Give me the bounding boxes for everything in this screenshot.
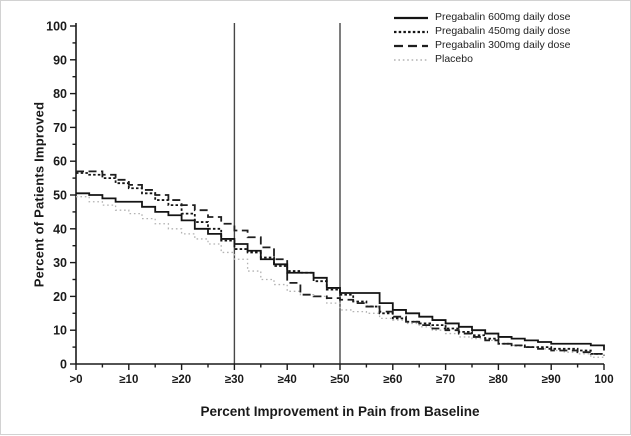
legend-line-sample — [394, 30, 428, 33]
legend-label: Pregabalin 300mg daily dose — [435, 39, 571, 51]
y-tick-label: 50 — [53, 189, 67, 203]
x-tick-label: 100 — [594, 374, 613, 386]
y-tick-label: 60 — [53, 155, 67, 169]
legend-label: Placebo — [435, 53, 473, 65]
x-tick-label: ≥10 — [119, 374, 138, 386]
y-tick-label: 30 — [53, 256, 67, 270]
x-tick-label: ≥80 — [489, 374, 508, 386]
legend: Pregabalin 600mg daily dose Pregabalin 45… — [393, 11, 570, 66]
y-tick-label: 20 — [53, 290, 67, 304]
y-axis-title: Percent of Patients Improved — [31, 101, 47, 288]
legend-item-2: Pregabalin 300mg daily dose — [393, 39, 570, 52]
legend-item-0: Pregabalin 600mg daily dose — [393, 11, 570, 24]
x-axis-title: Percent Improvement in Pain from Baselin… — [200, 404, 480, 419]
x-tick-label: ≥60 — [383, 374, 402, 386]
y-tick-label: 10 — [53, 324, 67, 338]
y-tick-label: 100 — [46, 20, 67, 34]
x-tick-label: ≥30 — [225, 374, 244, 386]
x-tick-label: >0 — [69, 374, 82, 386]
x-tick-label: ≥70 — [436, 374, 455, 386]
x-tick-label: ≥40 — [278, 374, 297, 386]
y-tick-label: 0 — [60, 358, 67, 372]
legend-item-1: Pregabalin 450mg daily dose — [393, 25, 570, 38]
y-tick-label: 70 — [53, 121, 67, 135]
legend-label: Pregabalin 450mg daily dose — [435, 25, 571, 37]
legend-label: Pregabalin 600mg daily dose — [435, 11, 571, 23]
legend-line-sample — [394, 44, 428, 47]
x-tick-label: ≥90 — [542, 374, 561, 386]
x-tick-label: ≥50 — [330, 374, 349, 386]
y-tick-label: 80 — [53, 87, 67, 101]
legend-item-3: Placebo — [393, 53, 570, 66]
x-tick-label: ≥20 — [172, 374, 191, 386]
series-line-2 — [76, 170, 605, 356]
y-tick-label: 40 — [53, 222, 67, 236]
series-line-0 — [76, 192, 605, 351]
legend-line-sample — [394, 16, 428, 19]
legend-line-sample — [394, 58, 428, 61]
series-line-1 — [76, 172, 605, 356]
y-tick-label: 90 — [53, 53, 67, 67]
